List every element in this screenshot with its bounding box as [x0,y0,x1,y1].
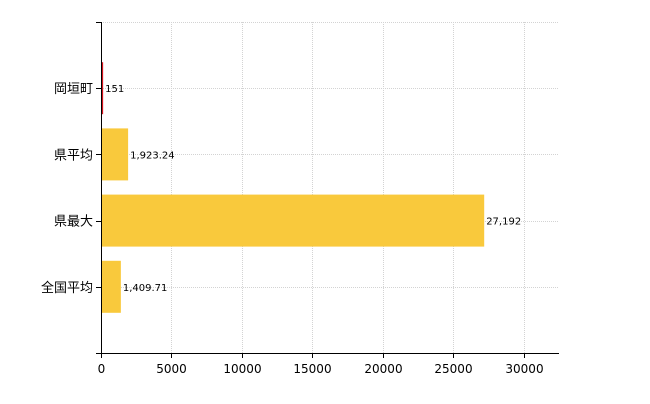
bar [101,260,121,313]
label-layer: 0 5000 10000 15000 20000 25000 30000 岡垣町 151 県平均 1… [41,82,544,376]
value-label: 151 [105,84,124,95]
x-tick-label: 0 [98,362,106,376]
category-label: 県平均 [54,148,93,163]
x-tick-label: 5000 [156,362,187,376]
axis-layer [96,22,559,358]
x-tick-label: 15000 [293,362,331,376]
bar-layer [101,62,485,313]
bar [101,194,485,247]
x-tick-label: 30000 [505,362,543,376]
category-label: 岡垣町 [54,82,93,97]
x-tick-label: 25000 [434,362,472,376]
value-label: 27,192 [486,217,521,228]
x-tick-label: 10000 [223,362,261,376]
category-label: 全国平均 [41,280,93,296]
x-tick-label: 20000 [364,362,402,376]
value-label: 1,409.71 [123,283,168,294]
bar [101,62,104,115]
category-label: 県最大 [54,215,93,230]
grid-layer [101,22,559,353]
value-label: 1,923.24 [130,150,175,161]
bar [101,128,129,181]
